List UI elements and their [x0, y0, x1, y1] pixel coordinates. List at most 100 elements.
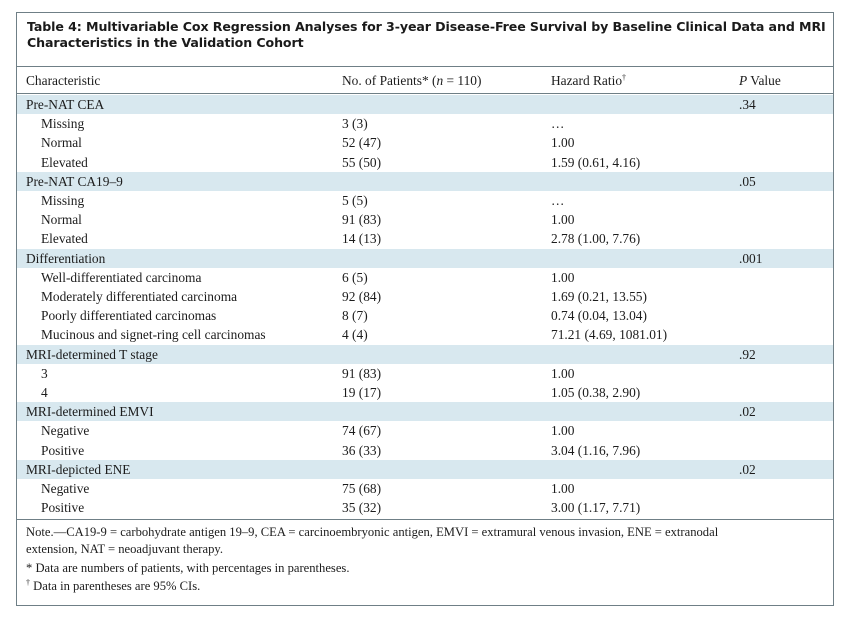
- characteristic-cell: Normal: [41, 212, 82, 228]
- header-bottom-rule: [17, 93, 833, 94]
- table-row: Normal 52 (47) 1.00: [17, 133, 833, 152]
- p-value-cell: .02: [739, 404, 756, 420]
- characteristic-cell: Differentiation: [26, 250, 106, 266]
- hazard-ratio-cell: 1.69 (0.21, 13.55): [551, 289, 647, 304]
- characteristic-cell: Negative: [41, 481, 90, 496]
- header-hazard-ratio: Hazard Ratio†: [551, 71, 626, 90]
- hazard-ratio-cell: 1.00: [551, 423, 575, 439]
- table-row: Negative 75 (68) 1.00: [17, 479, 833, 498]
- header-hazard-text: Hazard Ratio: [551, 73, 623, 88]
- characteristic-cell: Pre-NAT CEA: [26, 97, 105, 112]
- hazard-ratio-cell: 1.00: [551, 212, 575, 228]
- group-row: MRI-depicted ENE .02: [17, 459, 833, 479]
- hazard-ratio-cell: 1.05 (0.38, 2.90): [551, 385, 641, 400]
- table-row: 3 91 (83) 1.00: [17, 364, 833, 383]
- patients-cell: 19 (17): [342, 385, 382, 400]
- characteristic-cell: Well-differentiated carcinoma: [41, 269, 202, 285]
- table-row: Missing 5 (5)…: [17, 191, 833, 210]
- note-patients: * Data are numbers of patients, with per…: [26, 561, 350, 575]
- table-row: Mucinous and signet-ring cell carcinomas…: [17, 325, 833, 344]
- table-row: Elevated 55 (50) 1.59 (0.61, 4.16): [17, 153, 833, 172]
- group-row: Pre-NAT CA19–9 .05: [17, 171, 833, 191]
- header-patients-text: No. of Patients* (: [342, 73, 437, 88]
- characteristic-cell: Mucinous and signet-ring cell carcinomas: [41, 327, 266, 343]
- patients-cell: 8 (7): [342, 308, 368, 324]
- patients-cell: 4 (4): [342, 327, 368, 343]
- hazard-ratio-cell: 1.00: [551, 481, 575, 496]
- p-value-cell: .02: [739, 461, 756, 477]
- p-value-cell: .92: [739, 346, 756, 362]
- p-value-cell: .05: [739, 173, 756, 189]
- table-row: Positive 36 (33) 3.04 (1.16, 7.96): [17, 441, 833, 460]
- header-p-value: P Value: [739, 71, 781, 90]
- group-row: MRI-determined T stage .92: [17, 344, 833, 364]
- p-value-cell: .001: [739, 250, 763, 266]
- note-dagger-text: Data in parentheses are 95% CIs.: [30, 579, 201, 593]
- hazard-ratio-cell: 1.00: [551, 365, 575, 381]
- table-bottom-rule: [17, 519, 833, 520]
- patients-cell: 52 (47): [342, 135, 382, 151]
- note-dagger-mark: †: [26, 578, 30, 587]
- table-row: Positive 35 (32) 3.00 (1.17, 7.71): [17, 498, 833, 517]
- hazard-ratio-cell: 0.74 (0.04, 13.04): [551, 308, 647, 324]
- patients-cell: 74 (67): [342, 423, 382, 439]
- header-hazard-footnote-mark: †: [622, 73, 627, 82]
- p-value-cell: .34: [739, 97, 756, 112]
- hazard-ratio-cell: …: [551, 116, 565, 132]
- hazard-ratio-cell: 3.04 (1.16, 7.96): [551, 442, 641, 458]
- patients-cell: 91 (83): [342, 212, 382, 228]
- header-patients-n: n: [436, 73, 444, 88]
- characteristic-cell: Negative: [41, 423, 90, 439]
- characteristic-cell: Poorly differentiated carcinomas: [41, 308, 217, 324]
- header-characteristic: Characteristic: [26, 73, 101, 88]
- characteristic-cell: Positive: [41, 442, 85, 458]
- note-confidence-intervals: † Data in parentheses are 95% CIs.: [26, 578, 826, 595]
- table-row: Well-differentiated carcinoma 6 (5) 1.00: [17, 268, 833, 287]
- characteristic-cell: MRI-determined T stage: [26, 346, 158, 362]
- patients-cell: 55 (50): [342, 154, 382, 170]
- characteristic-cell: 3: [41, 365, 48, 381]
- header-row: Characteristic No. of Patients* (n = 110…: [17, 71, 833, 90]
- table-row: Elevated 14 (13) 2.78 (1.00, 7.76): [17, 229, 833, 248]
- hazard-ratio-cell: 71.21 (4.69, 1081.01): [551, 327, 668, 343]
- table-container: Table 4: Multivariable Cox Regression An…: [16, 12, 834, 606]
- header-patients: No. of Patients* (n = 110): [342, 71, 481, 90]
- characteristic-cell: MRI-determined EMVI: [26, 404, 154, 420]
- patients-cell: 36 (33): [342, 442, 382, 458]
- note-abbreviations-line-2: extension, NAT = neoadjuvant therapy.: [26, 542, 224, 556]
- hazard-ratio-cell: 1.00: [551, 135, 575, 151]
- hazard-ratio-cell: 1.00: [551, 269, 575, 285]
- patients-cell: 35 (32): [342, 500, 382, 516]
- note-abbreviations-line-1: Note.—CA19-9 = carbohydrate antigen 19–9…: [26, 525, 719, 539]
- patients-cell: 92 (84): [342, 289, 382, 304]
- table-row: Moderately differentiated carcinoma 92 (8…: [17, 287, 833, 306]
- characteristic-cell: Missing: [41, 193, 85, 208]
- patients-cell: 91 (83): [342, 365, 382, 381]
- patients-cell: 5 (5): [342, 193, 368, 208]
- header-p-text: Value: [747, 73, 781, 88]
- characteristic-cell: 4: [41, 385, 48, 400]
- hazard-ratio-cell: 1.59 (0.61, 4.16): [551, 154, 641, 170]
- group-row: Differentiation .001: [17, 248, 833, 268]
- group-row: MRI-determined EMVI .02: [17, 402, 833, 422]
- characteristic-cell: Positive: [41, 500, 85, 516]
- note-abbreviations: Note.—CA19-9 = carbohydrate antigen 19–9…: [26, 524, 826, 558]
- characteristic-cell: Pre-NAT CA19–9: [26, 173, 123, 189]
- hazard-ratio-cell: 2.78 (1.00, 7.76): [551, 231, 641, 247]
- group-row: Pre-NAT CEA .34: [17, 95, 833, 114]
- hazard-ratio-cell: 3.00 (1.17, 7.71): [551, 500, 641, 516]
- patients-cell: 75 (68): [342, 481, 382, 496]
- characteristic-cell: Moderately differentiated carcinoma: [41, 289, 238, 304]
- table-row: Poorly differentiated carcinomas 8 (7) 0.7…: [17, 306, 833, 325]
- characteristic-cell: Elevated: [41, 231, 88, 247]
- table-row: Missing 3 (3)…: [17, 114, 833, 133]
- header-top-rule: [17, 66, 833, 67]
- patients-cell: 14 (13): [342, 231, 382, 247]
- characteristic-cell: Elevated: [41, 154, 88, 170]
- table-row: 4 19 (17) 1.05 (0.38, 2.90): [17, 383, 833, 402]
- characteristic-cell: Normal: [41, 135, 82, 151]
- table-row: Normal 91 (83) 1.00: [17, 210, 833, 229]
- header-p-letter: P: [739, 73, 748, 88]
- header-patients-total: = 110): [443, 73, 482, 88]
- table-row: Negative 74 (67) 1.00: [17, 421, 833, 440]
